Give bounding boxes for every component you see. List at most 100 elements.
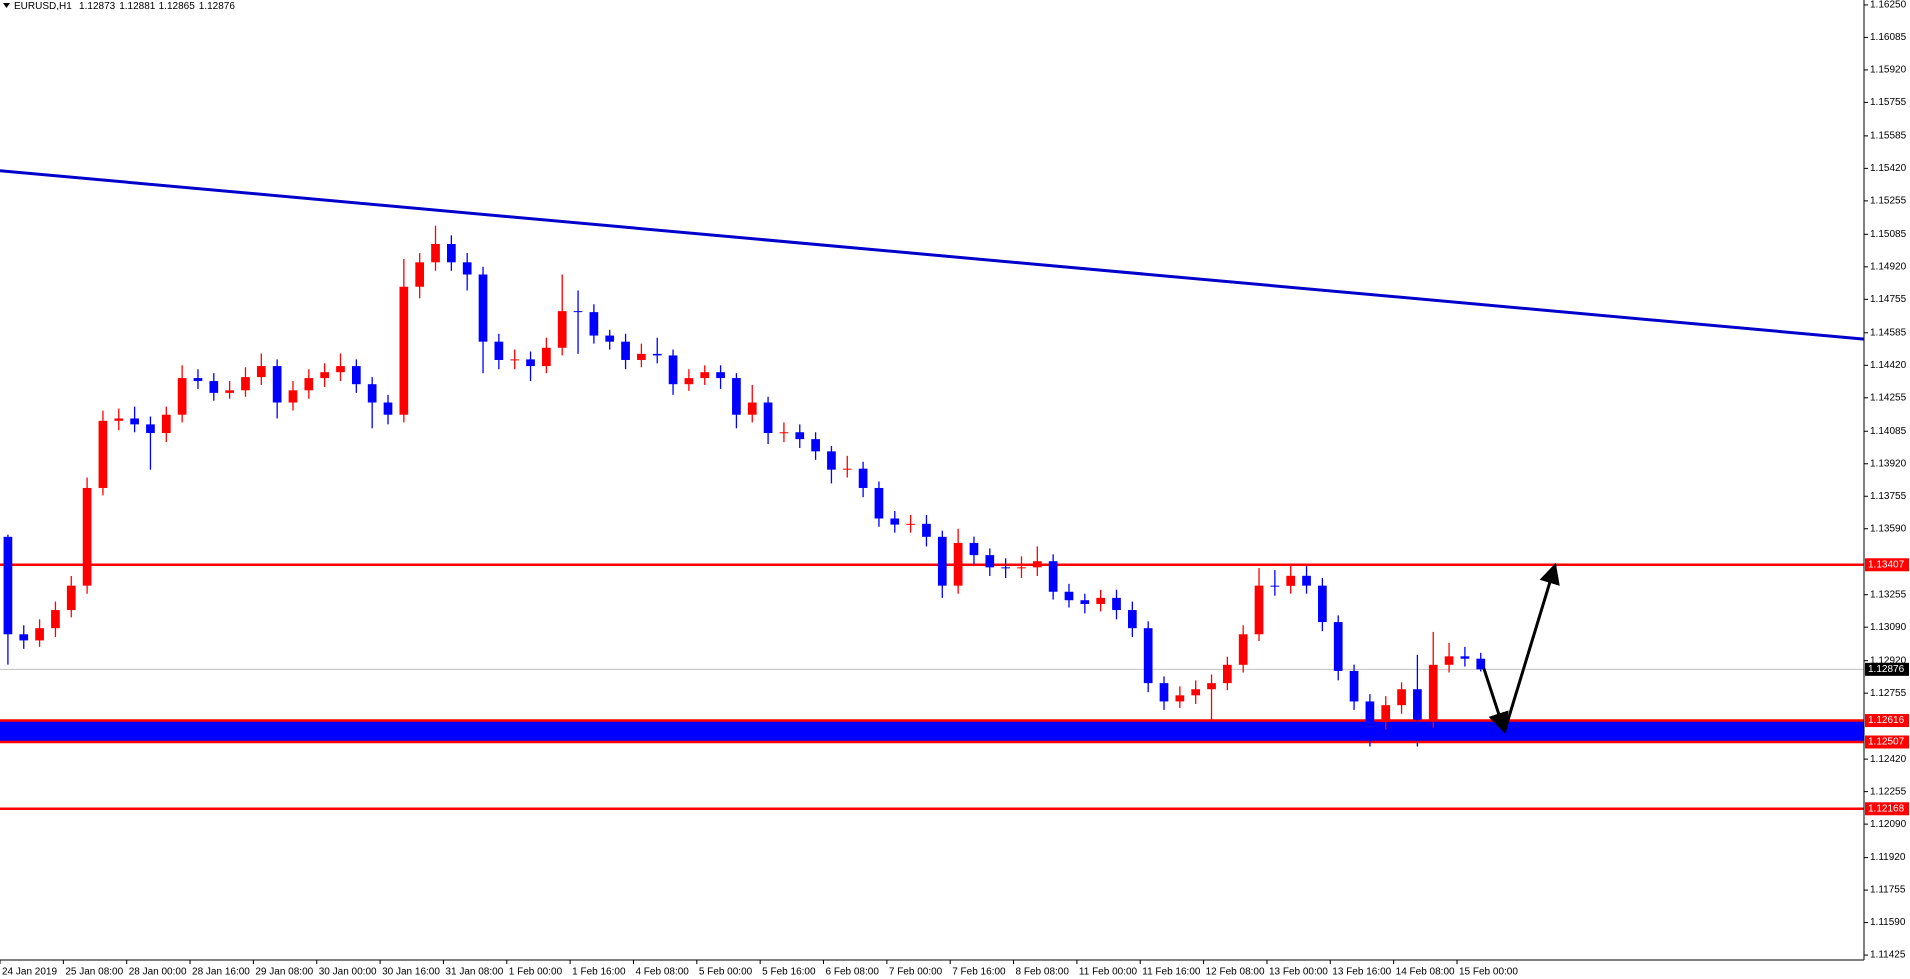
candle-body bbox=[1238, 634, 1248, 665]
candle-body bbox=[177, 378, 187, 415]
x-tick-label: 25 Jan 08:00 bbox=[65, 967, 123, 978]
candle-body bbox=[1080, 600, 1090, 604]
candle-body bbox=[114, 418, 124, 421]
candle-body bbox=[779, 432, 789, 434]
y-tick-label: 1.13255 bbox=[1870, 589, 1907, 600]
x-tick-label: 31 Jan 08:00 bbox=[445, 967, 503, 978]
x-tick-label: 14 Feb 08:00 bbox=[1396, 967, 1455, 978]
candle-body bbox=[1397, 689, 1406, 706]
candle-body bbox=[478, 274, 488, 342]
y-tick-label: 1.16250 bbox=[1870, 0, 1907, 11]
candle-body bbox=[3, 536, 13, 635]
y-tick-label: 1.11590 bbox=[1870, 917, 1906, 928]
y-tick-label: 1.14585 bbox=[1870, 327, 1907, 338]
candle-body bbox=[874, 487, 884, 519]
x-tick-label: 28 Jan 16:00 bbox=[192, 967, 250, 978]
candle-body bbox=[241, 377, 250, 391]
y-tick-label: 1.14920 bbox=[1870, 261, 1907, 272]
candle-body bbox=[763, 402, 773, 434]
candle-body bbox=[130, 418, 139, 425]
candle-body bbox=[668, 355, 678, 385]
candle-body bbox=[1333, 622, 1343, 671]
candle-body bbox=[336, 366, 345, 373]
candle-body bbox=[573, 311, 583, 313]
candle-body bbox=[842, 468, 852, 470]
candle-body bbox=[732, 378, 741, 415]
candle-body bbox=[510, 359, 520, 361]
candle-body bbox=[1302, 575, 1311, 586]
candle-body bbox=[1175, 695, 1185, 702]
trend-line bbox=[0, 169, 1865, 341]
x-tick-label: 4 Feb 08:00 bbox=[635, 967, 689, 978]
candle-body bbox=[906, 523, 915, 525]
candle-body bbox=[890, 518, 900, 525]
price-label-box bbox=[1865, 714, 1909, 728]
x-tick-label: 15 Feb 00:00 bbox=[1459, 967, 1518, 978]
candle-body bbox=[1444, 656, 1454, 665]
x-tick-label: 28 Jan 00:00 bbox=[129, 967, 187, 978]
candle-body bbox=[700, 372, 710, 379]
header-value: 1.12876 bbox=[199, 1, 236, 12]
y-tick-label: 1.12255 bbox=[1870, 786, 1907, 797]
candle-body bbox=[1365, 701, 1375, 723]
candle-body bbox=[1064, 591, 1074, 601]
candle-body bbox=[1254, 585, 1264, 635]
candle-body bbox=[98, 420, 108, 488]
y-tick-label: 1.12755 bbox=[1870, 688, 1907, 699]
y-tick-label: 1.12090 bbox=[1870, 819, 1907, 830]
candle-body bbox=[51, 610, 60, 629]
forecast-arrow bbox=[1503, 562, 1560, 733]
header-value: 1.12873 bbox=[79, 1, 116, 12]
candle-body bbox=[621, 341, 630, 360]
candle-body bbox=[589, 312, 599, 336]
x-tick-label: 30 Jan 16:00 bbox=[382, 967, 440, 978]
x-tick-label: 13 Feb 00:00 bbox=[1269, 967, 1328, 978]
candle-body bbox=[209, 381, 219, 393]
x-tick-label: 24 Jan 2019 bbox=[2, 967, 57, 978]
candle-body bbox=[1143, 628, 1153, 684]
price-label: 1.12616 bbox=[1868, 715, 1905, 726]
candle-body bbox=[1127, 610, 1137, 629]
candle-body bbox=[1048, 561, 1058, 592]
y-tick-label: 1.16085 bbox=[1870, 32, 1907, 43]
candle-body bbox=[82, 487, 92, 586]
candle-body bbox=[1096, 597, 1106, 604]
y-tick-label: 1.14420 bbox=[1870, 360, 1907, 371]
y-tick-label: 1.15920 bbox=[1870, 65, 1907, 76]
candle-body bbox=[446, 243, 456, 263]
candle-body bbox=[652, 353, 662, 356]
forecast-arrow bbox=[1482, 668, 1509, 734]
candle-body bbox=[19, 634, 29, 641]
y-tick-label: 1.13590 bbox=[1870, 523, 1907, 534]
price-label: 1.12507 bbox=[1868, 737, 1905, 748]
x-tick-label: 8 Feb 08:00 bbox=[1016, 967, 1070, 978]
candle-body bbox=[811, 439, 820, 452]
candle-body bbox=[288, 390, 298, 403]
candle-body bbox=[146, 424, 155, 434]
header-value: EURUSD,H1 bbox=[14, 1, 72, 12]
candle-body bbox=[637, 353, 646, 360]
candle-body bbox=[937, 536, 947, 586]
x-tick-label: 1 Feb 16:00 bbox=[572, 967, 626, 978]
symbol-header: EURUSD,H1 1.12873 1.12881 1.12865 1.12876 bbox=[14, 1, 235, 12]
y-tick-label: 1.13755 bbox=[1870, 491, 1907, 502]
x-tick-label: 30 Jan 00:00 bbox=[319, 967, 377, 978]
y-tick-label: 1.15755 bbox=[1870, 97, 1907, 108]
y-tick-label: 1.12920 bbox=[1870, 655, 1907, 666]
x-tick-label: 12 Feb 08:00 bbox=[1206, 967, 1265, 978]
candle-body bbox=[1413, 689, 1422, 720]
candle-body bbox=[494, 341, 504, 360]
candle-body bbox=[399, 286, 409, 415]
candle-body bbox=[526, 359, 535, 367]
price-label: 1.12876 bbox=[1868, 664, 1905, 675]
candle-body bbox=[1112, 597, 1121, 611]
candle-body bbox=[827, 451, 836, 470]
header-value: 1.12881 bbox=[119, 1, 156, 12]
menu-triangle[interactable] bbox=[3, 3, 10, 8]
candle-body bbox=[367, 384, 377, 403]
candle-body bbox=[35, 628, 44, 641]
x-tick-label: 7 Feb 16:00 bbox=[952, 967, 1006, 978]
y-tick-label: 1.15255 bbox=[1870, 196, 1907, 207]
candle-body bbox=[1223, 664, 1232, 684]
price-label: 1.12168 bbox=[1868, 803, 1905, 814]
